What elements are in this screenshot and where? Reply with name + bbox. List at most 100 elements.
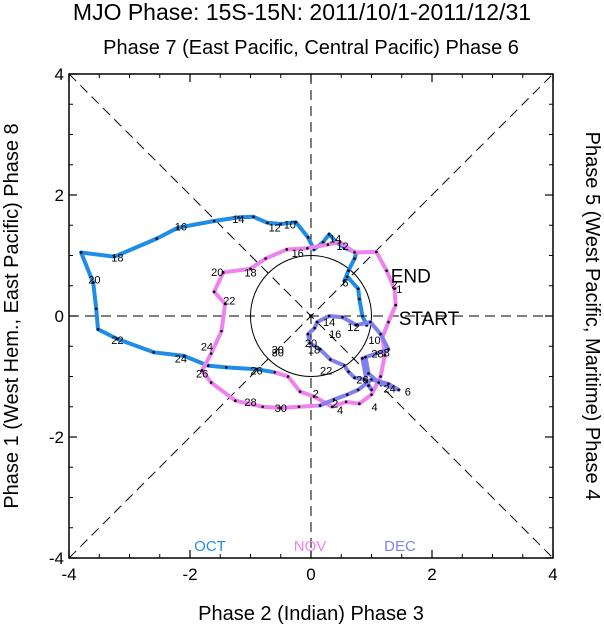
chart-title: MJO Phase: 15S-15N: 2011/10/1-2011/12/31 bbox=[73, 0, 531, 25]
data-point-dec bbox=[356, 388, 360, 392]
data-point-dec bbox=[375, 352, 378, 355]
y-tick-label: 4 bbox=[55, 65, 64, 84]
data-point-nov bbox=[298, 390, 302, 393]
data-point-oct bbox=[356, 287, 360, 291]
data-point-dec bbox=[342, 364, 346, 367]
data-point-nov bbox=[385, 269, 388, 272]
bottom-phase-label: Phase 2 (Indian) Phase 3 bbox=[198, 603, 424, 625]
data-point-nov bbox=[330, 405, 334, 409]
y-tick-label: -4 bbox=[49, 549, 64, 568]
data-point-oct bbox=[342, 279, 346, 283]
data-point-nov bbox=[306, 246, 309, 250]
day-label: 26 bbox=[196, 368, 208, 380]
data-point-nov bbox=[261, 405, 264, 409]
data-point-dec bbox=[364, 355, 367, 359]
start-label: START bbox=[399, 309, 460, 330]
data-point-nov bbox=[220, 329, 223, 333]
data-point-oct bbox=[212, 219, 216, 223]
data-point-nov bbox=[370, 393, 373, 396]
legend-nov: NOV bbox=[294, 538, 327, 555]
day-label: 6 bbox=[405, 387, 411, 399]
day-label: 4 bbox=[337, 405, 343, 417]
data-point-oct bbox=[91, 281, 95, 285]
data-point-dec bbox=[367, 384, 370, 387]
data-point-dec bbox=[346, 393, 349, 396]
data-point-nov bbox=[393, 287, 396, 291]
day-label: 22 bbox=[223, 295, 235, 307]
data-point-dec bbox=[368, 320, 372, 324]
data-point-oct bbox=[176, 226, 180, 229]
data-point-oct bbox=[116, 337, 119, 341]
data-point-dec bbox=[367, 372, 370, 375]
day-label: 26 bbox=[250, 365, 262, 377]
day-label: 20 bbox=[211, 267, 223, 279]
data-point-oct bbox=[225, 366, 228, 369]
day-label: 30 bbox=[275, 403, 287, 415]
data-point-nov bbox=[297, 405, 301, 409]
data-point-dec bbox=[347, 370, 350, 373]
day-label: 12 bbox=[336, 241, 348, 253]
day-label: 18 bbox=[111, 252, 123, 264]
data-point-nov bbox=[234, 399, 237, 403]
data-point-nov bbox=[273, 370, 277, 374]
day-label: 24 bbox=[201, 341, 213, 353]
day-label: 10 bbox=[284, 220, 296, 232]
data-point-dec bbox=[361, 357, 364, 360]
day-label: 28 bbox=[244, 397, 256, 409]
data-point-dec bbox=[327, 314, 331, 318]
day-label: 24 bbox=[175, 353, 187, 365]
data-point-dec bbox=[315, 320, 319, 324]
data-point-dec bbox=[365, 380, 368, 383]
data-point-oct bbox=[279, 222, 283, 226]
data-point-dec bbox=[387, 382, 390, 386]
day-label: 16 bbox=[175, 221, 187, 233]
data-point-nov bbox=[209, 352, 213, 355]
data-point-dec bbox=[341, 315, 344, 319]
x-tick-label: 0 bbox=[306, 565, 315, 584]
data-point-oct bbox=[346, 275, 349, 278]
day-label: 14 bbox=[323, 317, 335, 329]
day-label: 2 bbox=[313, 388, 319, 400]
data-point-oct bbox=[347, 269, 350, 272]
x-tick-label: 2 bbox=[427, 565, 436, 584]
y-tick-label: -2 bbox=[49, 428, 64, 447]
day-label: 24 bbox=[384, 384, 396, 396]
day-label: 1 bbox=[396, 284, 402, 296]
day-label: 12 bbox=[347, 322, 359, 334]
data-point-dec bbox=[313, 326, 316, 330]
data-point-oct bbox=[361, 314, 364, 318]
top-phase-label: Phase 7 (East Pacific, Central Pacific) … bbox=[103, 37, 519, 59]
data-point-oct bbox=[321, 240, 325, 244]
data-point-oct bbox=[79, 251, 83, 254]
data-point-oct bbox=[353, 257, 356, 260]
day-label: 4 bbox=[371, 402, 377, 414]
data-point-nov bbox=[286, 375, 290, 378]
day-label: 28 bbox=[371, 349, 383, 361]
data-point-nov bbox=[394, 303, 398, 307]
data-point-nov bbox=[209, 381, 213, 384]
day-label: 22 bbox=[320, 365, 332, 377]
day-label: 18 bbox=[244, 267, 256, 279]
data-point-nov bbox=[344, 400, 348, 404]
y-tick-label: 2 bbox=[55, 186, 64, 205]
data-point-nov bbox=[379, 375, 382, 378]
data-point-oct bbox=[113, 255, 116, 259]
data-point-nov bbox=[326, 243, 330, 246]
data-point-dec bbox=[362, 378, 366, 381]
data-point-oct bbox=[306, 236, 310, 239]
day-label: 2 bbox=[332, 399, 338, 411]
day-label: 20 bbox=[305, 338, 317, 350]
data-point-dec bbox=[308, 341, 312, 345]
data-point-nov bbox=[312, 395, 316, 398]
data-point-nov bbox=[249, 267, 252, 271]
data-point-oct bbox=[237, 216, 240, 219]
day-label: 2 bbox=[391, 280, 397, 292]
data-point-nov bbox=[264, 257, 267, 260]
data-point-oct bbox=[94, 307, 98, 311]
legend-dec: DEC bbox=[384, 538, 416, 555]
data-point-oct bbox=[206, 364, 210, 367]
x-tick-label: -2 bbox=[182, 565, 197, 584]
right-phase-label: Phase 5 (West Pacific, Maritime) Phase 4 bbox=[581, 132, 603, 501]
data-point-dec bbox=[397, 388, 401, 392]
data-point-dec bbox=[379, 332, 382, 336]
